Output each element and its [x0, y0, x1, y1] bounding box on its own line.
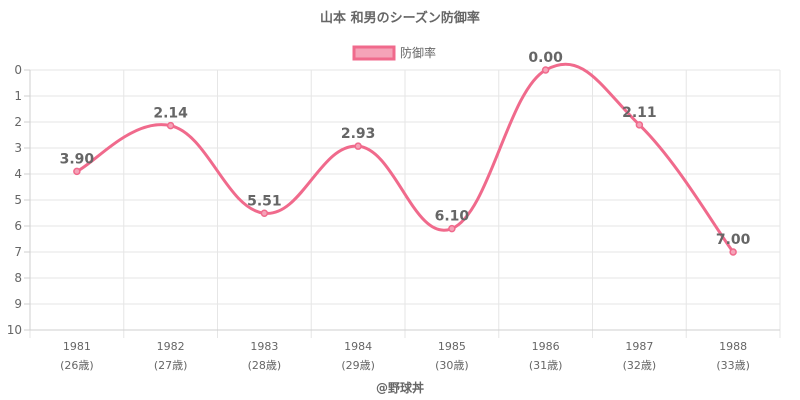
grid-layer [29, 69, 781, 338]
legend[interactable]: 防御率 [352, 45, 436, 61]
x-tick-label: 1988 [719, 340, 747, 353]
legend-swatch [352, 45, 396, 61]
legend-label: 防御率 [400, 45, 436, 60]
x-tick-sublabel: (33歳) [716, 359, 750, 372]
data-point[interactable] [729, 248, 737, 256]
data-point[interactable] [73, 167, 81, 176]
y-tick-label: 3 [14, 141, 22, 155]
x-tick-label: 1985 [438, 340, 466, 353]
y-tick-label: 6 [14, 219, 22, 233]
x-tick-label: 1987 [625, 340, 653, 353]
footer-credit: @野球丼 [376, 380, 424, 395]
x-tick-sublabel: (30歳) [435, 359, 469, 372]
x-axis-ticks: 1981 (26歳) 1982 (27歳) 1983 (28歳) 1984 (29歳) 1985… [60, 340, 750, 372]
series-layer [73, 62, 737, 256]
data-label: 2.14 [153, 106, 188, 122]
data-label: 2.93 [341, 126, 376, 142]
axis-layer [24, 69, 780, 331]
data-label: 5.51 [247, 193, 282, 209]
x-tick-sublabel: (28歳) [248, 359, 282, 372]
x-tick-label: 1982 [157, 340, 185, 353]
x-tick-sublabel: (27歳) [154, 359, 188, 372]
y-tick-label: 4 [14, 167, 22, 181]
data-label: 3.90 [60, 151, 95, 167]
data-label: 2.11 [622, 105, 657, 121]
data-point[interactable] [260, 209, 269, 218]
y-tick-label: 5 [14, 193, 22, 207]
x-tick-label: 1984 [344, 340, 372, 353]
data-labels: 3.90 2.14 5.51 2.93 6.10 0.00 2.11 7.00 [60, 50, 751, 248]
data-label: 6.10 [435, 209, 470, 225]
series-line [76, 62, 735, 253]
chart-title: 山本 和男のシーズン防御率 [320, 10, 480, 26]
x-tick-sublabel: (26歳) [60, 359, 94, 372]
x-tick-sublabel: (32歳) [623, 359, 657, 372]
data-point[interactable] [354, 142, 362, 150]
x-tick-sublabel: (31歳) [529, 359, 563, 372]
data-label: 7.00 [716, 232, 751, 248]
data-point[interactable] [448, 224, 456, 233]
y-tick-label: 1 [14, 89, 22, 103]
data-point[interactable] [166, 121, 175, 130]
y-tick-label: 2 [14, 115, 22, 129]
y-axis-ticks: 0 1 2 3 4 5 6 7 8 9 10 [7, 63, 22, 337]
y-tick-label: 8 [14, 271, 22, 285]
y-tick-label: 0 [14, 63, 22, 77]
data-point[interactable] [635, 121, 644, 129]
x-tick-label: 1981 [63, 340, 91, 353]
x-tick-label: 1986 [532, 340, 560, 353]
y-tick-label: 7 [14, 245, 22, 259]
data-point[interactable] [541, 66, 550, 74]
x-tick-sublabel: (29歳) [341, 359, 375, 372]
y-tick-label: 10 [7, 323, 22, 337]
data-label: 0.00 [528, 50, 563, 66]
y-tick-label: 9 [14, 297, 22, 311]
x-tick-label: 1983 [250, 340, 278, 353]
